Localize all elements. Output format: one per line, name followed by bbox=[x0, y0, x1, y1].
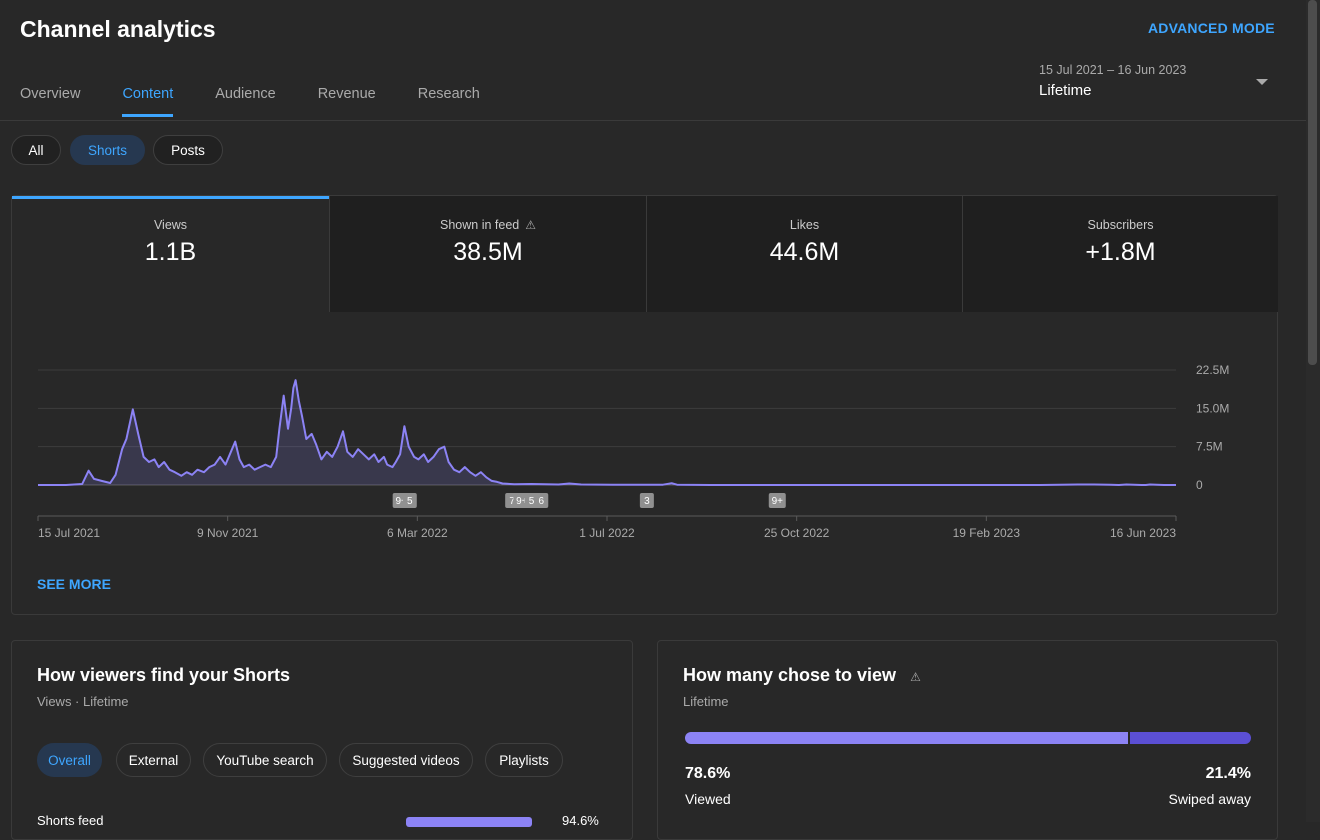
x-tick-label: 19 Feb 2023 bbox=[953, 526, 1021, 540]
x-tick-label: 16 Jun 2023 bbox=[1110, 526, 1176, 540]
see-more-link[interactable]: SEE MORE bbox=[37, 576, 111, 592]
swiped-label: Swiped away bbox=[1168, 791, 1252, 807]
chip-overall[interactable]: Overall bbox=[37, 743, 102, 777]
tab-overview[interactable]: Overview bbox=[20, 86, 81, 102]
views-chart[interactable]: 22.5M 15.0M 7.5M 0 15 Jul 2021 9 Nov 2021 6 Ma… bbox=[0, 0, 1306, 600]
tab-audience[interactable]: Audience bbox=[215, 86, 276, 102]
x-tick-label: 6 Mar 2022 bbox=[387, 526, 448, 540]
chart-card: Views 1.1B Shown in feed ⚠ 38.5M Likes 44… bbox=[11, 195, 1278, 615]
tab-revenue[interactable]: Revenue bbox=[317, 86, 376, 102]
x-tick-label: 1 Jul 2022 bbox=[579, 526, 635, 540]
viewed-segment bbox=[685, 732, 1130, 744]
video-marker-label: 5 bbox=[407, 496, 413, 507]
metric-likes[interactable]: Likes 44.6M bbox=[647, 196, 962, 312]
section-title: How many chose to view bbox=[683, 665, 897, 685]
video-marker bbox=[639, 493, 654, 508]
swiped-segment bbox=[1129, 732, 1251, 744]
chip-shorts[interactable]: Shorts bbox=[70, 135, 145, 165]
metric-value: 44.6M bbox=[769, 238, 840, 266]
metric-label: Subscribers bbox=[1087, 218, 1154, 232]
y-tick-label: 22.5M bbox=[1196, 363, 1229, 377]
viewed-label: Viewed bbox=[685, 791, 731, 807]
video-marker-label: 9+ bbox=[772, 496, 784, 507]
analytics-tabs: Overview Content Audience Revenue Resear… bbox=[20, 86, 522, 117]
y-tick-label: 0 bbox=[1196, 478, 1203, 492]
x-tick-label: 15 Jul 2021 bbox=[38, 526, 100, 540]
y-tick-label: 15.0M bbox=[1196, 401, 1229, 415]
views-area bbox=[38, 380, 1176, 485]
metric-views[interactable]: Views 1.1B bbox=[12, 196, 329, 312]
tabs-divider bbox=[0, 120, 1306, 121]
video-marker bbox=[768, 493, 786, 508]
traffic-source-label: Shorts feed bbox=[37, 813, 104, 828]
metric-value: +1.8M bbox=[1085, 238, 1156, 266]
x-tick-label: 9 Nov 2021 bbox=[197, 526, 259, 540]
dropdown-caret-icon[interactable] bbox=[1256, 79, 1268, 85]
x-tick-label: 25 Oct 2022 bbox=[764, 526, 830, 540]
video-marker bbox=[534, 493, 549, 508]
section-title: How viewers find your Shorts bbox=[37, 665, 291, 685]
date-label[interactable]: Lifetime bbox=[1039, 82, 1092, 99]
metric-value: 1.1B bbox=[144, 238, 197, 266]
video-marker-label: 7 bbox=[509, 496, 515, 507]
page-title: Channel analytics bbox=[20, 16, 216, 42]
metric-label: Likes bbox=[789, 218, 820, 232]
viewed-percent: 78.6% bbox=[685, 765, 731, 782]
chip-external[interactable]: External bbox=[116, 743, 191, 777]
warning-icon: ⚠ bbox=[525, 218, 536, 232]
traffic-source-bar bbox=[406, 817, 532, 827]
scrollbar-thumb[interactable] bbox=[1308, 0, 1317, 365]
warning-icon: ⚠ bbox=[910, 670, 921, 684]
views-line bbox=[38, 379, 1176, 486]
video-marker-label: 6 bbox=[538, 496, 544, 507]
metric-value: 38.5M bbox=[453, 238, 523, 266]
traffic-source-value: 94.6% bbox=[562, 813, 599, 828]
chip-playlists[interactable]: Playlists bbox=[485, 743, 563, 777]
swiped-percent: 21.4% bbox=[1205, 765, 1251, 782]
metric-subscribers[interactable]: Subscribers +1.8M bbox=[963, 196, 1278, 312]
chose-to-view-bar bbox=[685, 732, 1251, 744]
date-range[interactable]: 15 Jul 2021 – 16 Jun 2023 bbox=[1039, 63, 1187, 77]
video-marker-label: 9+ bbox=[516, 496, 528, 507]
section-subtitle: Lifetime bbox=[683, 694, 729, 709]
y-tick-label: 7.5M bbox=[1196, 440, 1223, 454]
metric-label: Shown in feed bbox=[440, 218, 520, 232]
video-marker-label: 3 bbox=[644, 496, 650, 507]
divider bbox=[962, 196, 963, 312]
video-marker-label: 9+ bbox=[395, 496, 407, 507]
metric-label: Views bbox=[153, 218, 188, 232]
advanced-mode-button[interactable]: ADVANCED MODE bbox=[1148, 20, 1275, 36]
metric-shown-in-feed[interactable]: Shown in feed ⚠ 38.5M bbox=[330, 196, 646, 312]
divider bbox=[646, 196, 647, 312]
video-marker-label: 5 bbox=[529, 496, 535, 507]
video-marker bbox=[402, 493, 417, 508]
chip-youtube-search[interactable]: YouTube search bbox=[203, 743, 327, 777]
section-subtitle: Views · Lifetime bbox=[37, 694, 129, 709]
divider bbox=[329, 196, 330, 312]
tab-content[interactable]: Content bbox=[122, 86, 173, 117]
chip-all[interactable]: All bbox=[11, 135, 61, 165]
tab-research[interactable]: Research bbox=[417, 86, 480, 102]
chip-posts[interactable]: Posts bbox=[153, 135, 223, 165]
chip-suggested-videos[interactable]: Suggested videos bbox=[339, 743, 473, 777]
